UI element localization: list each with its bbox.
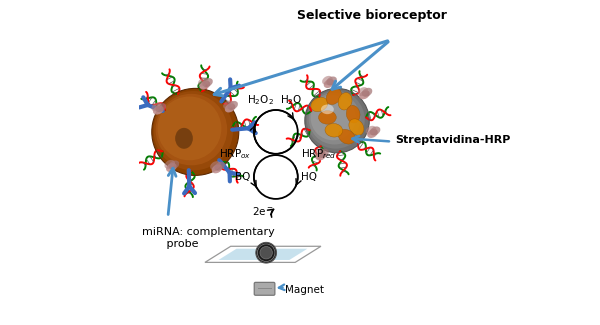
Text: HRP$_{ox}$: HRP$_{ox}$ xyxy=(218,148,251,161)
Circle shape xyxy=(260,247,272,259)
Ellipse shape xyxy=(326,76,337,85)
Circle shape xyxy=(256,242,277,263)
Ellipse shape xyxy=(212,164,223,173)
Ellipse shape xyxy=(365,126,376,135)
Text: H$_2$O: H$_2$O xyxy=(280,94,303,107)
Text: 2e$^-$: 2e$^-$ xyxy=(252,205,274,217)
Ellipse shape xyxy=(164,160,175,169)
Ellipse shape xyxy=(309,93,360,144)
Ellipse shape xyxy=(322,76,332,85)
Ellipse shape xyxy=(311,97,328,112)
Ellipse shape xyxy=(198,77,209,86)
Ellipse shape xyxy=(153,106,164,115)
Ellipse shape xyxy=(214,162,225,171)
Ellipse shape xyxy=(362,88,373,97)
Ellipse shape xyxy=(166,163,176,172)
Ellipse shape xyxy=(367,129,378,138)
Ellipse shape xyxy=(158,97,221,160)
Text: Streptavidina-HRP: Streptavidina-HRP xyxy=(395,135,511,145)
Ellipse shape xyxy=(227,101,238,110)
Ellipse shape xyxy=(326,88,341,105)
Text: HRP$_{red}$: HRP$_{red}$ xyxy=(301,148,337,161)
Ellipse shape xyxy=(175,128,193,149)
Ellipse shape xyxy=(155,94,227,165)
Ellipse shape xyxy=(314,148,325,157)
Ellipse shape xyxy=(358,87,368,96)
Polygon shape xyxy=(205,246,321,262)
Ellipse shape xyxy=(370,126,380,136)
Ellipse shape xyxy=(316,151,326,161)
Ellipse shape xyxy=(311,95,356,140)
FancyBboxPatch shape xyxy=(254,282,275,295)
Text: BQ: BQ xyxy=(235,172,251,182)
Ellipse shape xyxy=(225,103,235,112)
Ellipse shape xyxy=(359,90,370,99)
Text: Selective bioreceptor: Selective bioreceptor xyxy=(297,9,446,22)
Ellipse shape xyxy=(319,111,336,124)
Text: miRNA: complementary
       probe: miRNA: complementary probe xyxy=(142,227,275,249)
Ellipse shape xyxy=(321,105,334,114)
Ellipse shape xyxy=(202,78,213,87)
Text: H$_2$O$_2$: H$_2$O$_2$ xyxy=(247,94,274,107)
Ellipse shape xyxy=(305,88,369,153)
Ellipse shape xyxy=(155,103,166,112)
Ellipse shape xyxy=(200,81,210,90)
Ellipse shape xyxy=(152,88,239,176)
Ellipse shape xyxy=(307,91,365,149)
Ellipse shape xyxy=(346,105,360,123)
Ellipse shape xyxy=(325,124,343,137)
Ellipse shape xyxy=(210,161,221,170)
Ellipse shape xyxy=(151,102,162,111)
Ellipse shape xyxy=(324,79,334,88)
Text: HQ: HQ xyxy=(301,172,317,182)
Polygon shape xyxy=(218,249,307,260)
Ellipse shape xyxy=(349,119,364,135)
Ellipse shape xyxy=(154,91,233,170)
Ellipse shape xyxy=(318,149,329,158)
Ellipse shape xyxy=(338,129,355,144)
Ellipse shape xyxy=(169,161,179,169)
Ellipse shape xyxy=(338,93,352,110)
Ellipse shape xyxy=(223,100,234,109)
Text: Magnet: Magnet xyxy=(286,285,325,295)
